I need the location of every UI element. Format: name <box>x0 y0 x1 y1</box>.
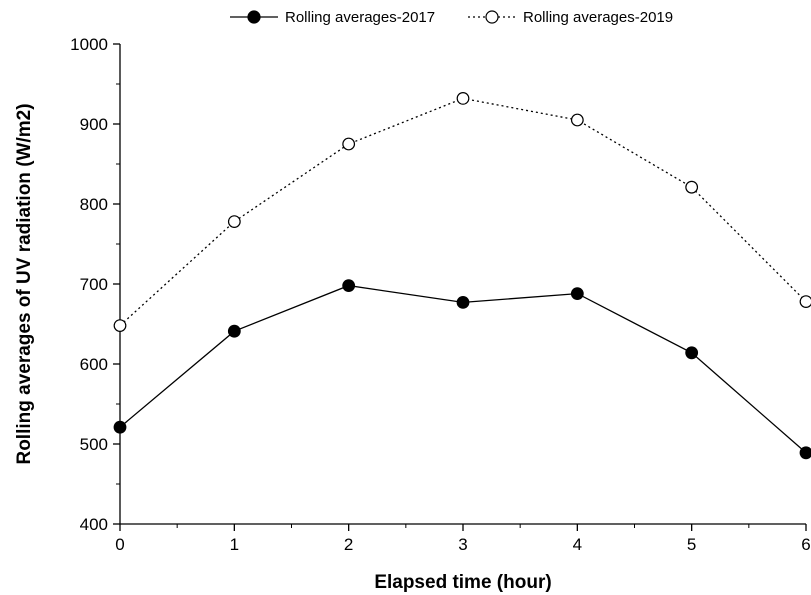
data-point-1 <box>799 446 811 460</box>
x-tick-label: 5 <box>687 535 696 554</box>
data-point-1 <box>113 420 127 434</box>
data-point-1 <box>456 296 470 309</box>
y-tick-label: 900 <box>80 115 108 134</box>
x-tick-label: 2 <box>344 535 353 554</box>
y-tick-label: 500 <box>80 435 108 454</box>
y-tick-label: 700 <box>80 275 108 294</box>
x-axis-title: Elapsed time (hour) <box>374 572 551 593</box>
y-axis-title: Rolling averages of UV radiation (W/m2) <box>14 103 35 464</box>
data-point-2 <box>113 319 127 333</box>
x-tick-label: 4 <box>573 535 582 554</box>
data-point-2 <box>227 215 241 229</box>
series-line-1 <box>119 284 807 454</box>
legend-label: Rolling averages-2017 <box>285 9 435 26</box>
legend-marker <box>485 10 499 24</box>
series-group <box>113 91 811 460</box>
x-tick-label: 1 <box>230 535 239 554</box>
y-tick-label: 1000 <box>70 35 108 54</box>
x-axis-ticks: 0 1 2 3 4 5 6 <box>115 524 811 554</box>
data-point-2 <box>342 137 356 151</box>
legend: Rolling averages-2017 Rolling averages-20… <box>230 9 673 26</box>
data-point-1 <box>570 287 584 301</box>
data-point-2 <box>799 295 811 308</box>
data-point-2 <box>456 91 470 105</box>
legend-marker <box>247 10 261 24</box>
data-point-1 <box>227 324 241 338</box>
x-tick-label: 3 <box>458 535 467 554</box>
y-tick-label: 400 <box>80 515 108 534</box>
legend-label: Rolling averages-2019 <box>523 9 673 26</box>
axes <box>119 44 806 525</box>
x-tick-label: 0 <box>115 535 124 554</box>
x-tick-label: 6 <box>801 535 810 554</box>
data-point-1 <box>685 346 699 360</box>
series-line-2 <box>119 97 807 327</box>
data-point-2 <box>685 180 699 194</box>
y-tick-label: 600 <box>80 355 108 374</box>
y-tick-label: 800 <box>80 195 108 214</box>
y-axis-ticks: 400 500 600 700 800 900 1000 <box>70 35 120 534</box>
data-point-2 <box>570 113 584 127</box>
data-point-1 <box>342 279 356 293</box>
